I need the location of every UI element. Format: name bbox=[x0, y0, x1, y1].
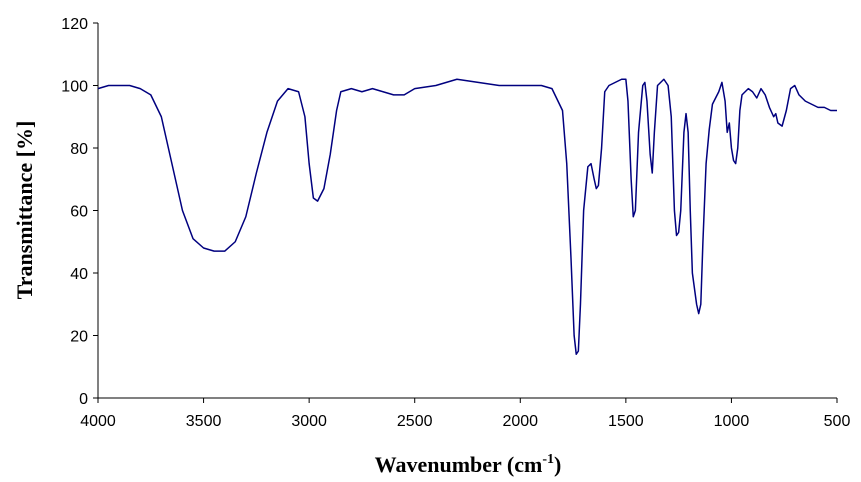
x-tick-label: 1500 bbox=[608, 413, 644, 430]
x-tick-label: 3500 bbox=[186, 413, 222, 430]
y-tick-label: 0 bbox=[79, 391, 88, 408]
spectrum-line bbox=[97, 78, 837, 355]
x-label-suffix: ) bbox=[554, 452, 561, 477]
y-tick-label: 120 bbox=[61, 16, 88, 33]
y-tick-label: 100 bbox=[61, 79, 88, 96]
x-axis-label: Wavenumber (cm-1) bbox=[375, 452, 562, 477]
x-tick-label: 1000 bbox=[714, 413, 750, 430]
y-tick-label: 80 bbox=[70, 141, 88, 158]
x-tick-label: 4000 bbox=[80, 413, 116, 430]
x-label-sup: -1 bbox=[542, 452, 554, 467]
x-tick-label: 2000 bbox=[502, 413, 538, 430]
y-tick-label: 40 bbox=[70, 266, 88, 283]
y-axis-label: Transmittance [%] bbox=[12, 121, 37, 300]
x-tick-label: 2500 bbox=[397, 413, 433, 430]
x-tick-label: 3000 bbox=[291, 413, 327, 430]
y-tick-label: 60 bbox=[70, 204, 88, 221]
y-tick-label: 20 bbox=[70, 329, 88, 346]
x-tick-label: 500 bbox=[824, 413, 851, 430]
x-label-text: Wavenumber (cm bbox=[375, 452, 543, 477]
